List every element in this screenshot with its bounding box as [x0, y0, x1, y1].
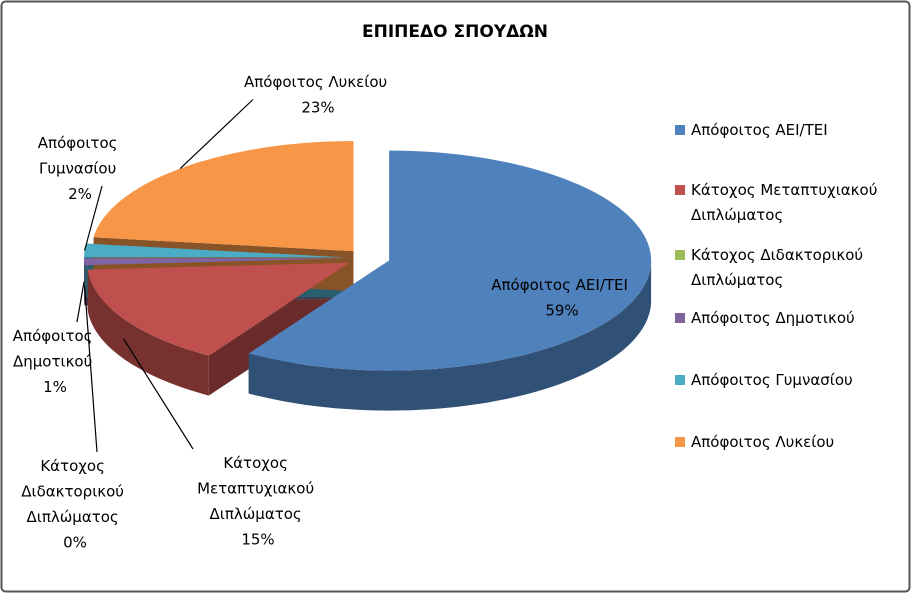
data-label: Απόφοιτος Γυμνασίου 2% [38, 134, 122, 203]
data-label-value: 59% [545, 301, 578, 319]
data-label: Κάτοχος Μεταπτυχιακού Διπλώματος 15% [197, 454, 319, 549]
data-label-value: 2% [68, 185, 92, 203]
legend-label: Απόφοιτος Λυκείου [691, 433, 834, 451]
leader-line [179, 99, 254, 170]
data-label-value: 23% [301, 98, 334, 116]
data-label-line: Απόφοιτος [13, 327, 97, 345]
legend-label-line: Απόφοιτος ΑΕΙ/ΤΕΙ [691, 121, 828, 139]
data-label-line: Γυμνασίου [39, 159, 121, 177]
slice [248, 150, 652, 371]
legend-swatch [675, 125, 685, 135]
legend-label-line: Διπλώματος [691, 206, 783, 224]
legend-label-line: Κάτοχος Διδακτορικού [691, 246, 868, 264]
data-label: Απόφοιτος Δημοτικού 1% [13, 327, 97, 396]
legend-label-line: Διπλώματος [691, 271, 783, 289]
data-label-value: 15% [241, 530, 274, 548]
legend-label: Απόφοιτος Γυμνασίου [691, 371, 853, 389]
legend-label: Κάτοχος Διδακτορικού Διπλώματος [691, 246, 868, 289]
slice [84, 243, 346, 258]
slice [87, 262, 350, 356]
data-label-line: Απόφοιτος [38, 134, 122, 152]
slice [93, 141, 354, 252]
legend-swatch [675, 313, 685, 323]
legend-label-line: Απόφοιτος Γυμνασίου [691, 371, 853, 389]
data-label: Απόφοιτος Λυκείου 23% [244, 73, 392, 117]
slice [84, 258, 346, 266]
chart-title: ΕΠΙΠΕΔΟ ΣΠΟΥΔΩΝ [362, 22, 548, 42]
leader-line [76, 281, 85, 323]
data-label-line: Απόφοιτος Λυκείου [244, 73, 392, 91]
legend-label-line: Απόφοιτος Δημοτικού [691, 309, 855, 327]
legend-swatch [675, 250, 685, 260]
data-label-line: Διπλώματος [209, 505, 306, 523]
legend-label: Κάτοχος Μεταπτυχιακού Διπλώματος [691, 181, 882, 224]
data-label: Κάτοχος Διδακτορικού Διπλώματος 0% [21, 457, 129, 552]
data-label-line: Δημοτικού [13, 352, 97, 370]
data-label-line: Κάτοχος [40, 457, 109, 475]
leader-line [84, 285, 98, 453]
data-label-value: 1% [43, 378, 67, 396]
legend-label-line: Κάτοχος Μεταπτυχιακού [691, 181, 882, 199]
data-label-line: Διδακτορικού [21, 482, 129, 500]
data-label-line: Διπλώματος [26, 508, 123, 526]
legend-label: Απόφοιτος Δημοτικού [691, 309, 855, 327]
slice-wall [248, 260, 652, 411]
legend-label: Απόφοιτος ΑΕΙ/ΤΕΙ [691, 121, 828, 139]
data-label-line: Μεταπτυχιακού [197, 479, 319, 497]
data-label-line: Απόφοιτος ΑΕΙ/ΤΕΙ [491, 276, 632, 294]
leader-line [122, 338, 194, 450]
data-label-line: Κάτοχος [223, 454, 292, 472]
legend-swatch [675, 185, 685, 195]
data-label-value: 0% [63, 533, 87, 551]
legend-label-line: Απόφοιτος Λυκείου [691, 433, 834, 451]
leader-line [84, 185, 103, 251]
legend-swatch [675, 375, 685, 385]
legend-swatch [675, 437, 685, 447]
data-label: Απόφοιτος ΑΕΙ/ΤΕΙ 59% [491, 276, 632, 320]
slice-wall [87, 269, 209, 396]
